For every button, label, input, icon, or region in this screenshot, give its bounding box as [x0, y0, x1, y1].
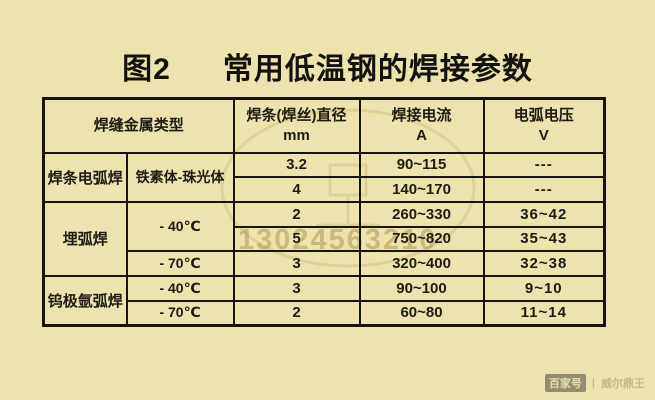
- cell-subtype: 铁素体-珠光体: [125, 151, 235, 203]
- cell-diameter: 3.2: [232, 151, 361, 179]
- table-row: - 70℃ 2 60~80 11~14: [44, 299, 606, 327]
- parameters-table: 焊缝金属类型 焊条(焊丝)直径 mm 焊接电流 A 电弧电压 V 焊条电弧焊 铁…: [42, 97, 607, 327]
- cell-voltage: 11~14: [482, 299, 606, 327]
- header-diameter-unit: mm: [283, 126, 310, 144]
- cell-subtype: - 70℃: [125, 299, 235, 327]
- cell-diameter: 2: [232, 200, 361, 228]
- cell-diameter: 3: [232, 275, 361, 302]
- cell-voltage: ---: [482, 151, 606, 179]
- cell-current: 320~400: [358, 250, 485, 278]
- header-diameter: 焊条(焊丝)直径 mm: [232, 97, 361, 154]
- header-voltage-unit: V: [538, 126, 549, 144]
- header-current-unit: A: [416, 126, 427, 144]
- cell-current: 60~80: [358, 299, 485, 327]
- brand-name: 威尔鼎王: [601, 378, 645, 390]
- table-row: 焊条电弧焊 铁素体-珠光体 3.2 90~115 ---: [42, 151, 606, 203]
- cell-method: 钨极氩弧焊: [42, 275, 128, 327]
- cell-method: 焊条电弧焊: [42, 151, 128, 203]
- cell-voltage: 35~43: [482, 225, 606, 253]
- header-current-label: 焊接电流: [391, 107, 452, 125]
- cell-voltage: 9~10: [482, 275, 606, 302]
- cell-subtype: - 40℃: [125, 275, 235, 302]
- table-row: 5 750~820 35~43: [44, 225, 606, 253]
- table-row: 埋弧焊 - 40℃ 2 260~330 36~42: [42, 200, 606, 278]
- table-row: 钨极氩弧焊 - 40℃ 3 90~100 9~10: [42, 275, 606, 327]
- cell-voltage: 36~42: [482, 200, 606, 228]
- cell-current: 260~330: [358, 200, 485, 228]
- cell-current: 750~820: [358, 225, 485, 253]
- cell-subtype: - 40℃: [125, 200, 235, 253]
- cell-current: 90~100: [358, 275, 485, 302]
- header-row: 焊缝金属类型 焊条(焊丝)直径 mm 焊接电流 A 电弧电压 V: [42, 97, 606, 154]
- header-current: 焊接电流 A: [358, 97, 485, 154]
- cell-current: 140~170: [358, 176, 485, 203]
- cell-current: 90~115: [358, 151, 485, 179]
- table-row: 4 140~170 ---: [44, 176, 606, 203]
- header-diameter-label: 焊条(焊丝)直径: [246, 107, 347, 125]
- header-metal-type: 焊缝金属类型: [42, 97, 235, 154]
- header-voltage: 电弧电压 V: [482, 97, 606, 154]
- cell-diameter: 2: [232, 299, 361, 327]
- brand-badge: 百家号: [544, 374, 586, 392]
- cell-voltage: ---: [482, 176, 606, 203]
- brand-watermark: 百家号 | 威尔鼎王: [544, 374, 645, 392]
- cell-subtype: - 70℃: [125, 250, 235, 278]
- header-voltage-label: 电弧电压: [513, 107, 574, 125]
- brand-divider: |: [591, 377, 595, 389]
- cell-diameter: 4: [232, 176, 361, 203]
- table-row: - 70℃ 3 320~400 32~38: [44, 250, 606, 278]
- figure-title: 图2 常用低温钢的焊接参数: [0, 44, 655, 88]
- cell-voltage: 32~38: [482, 250, 606, 278]
- figure-number: 图2: [122, 53, 171, 86]
- cell-diameter: 3: [232, 250, 361, 278]
- cell-diameter: 5: [232, 225, 361, 253]
- cell-method: 埋弧焊: [42, 200, 128, 278]
- figure-title-text: 常用低温钢的焊接参数: [222, 53, 533, 86]
